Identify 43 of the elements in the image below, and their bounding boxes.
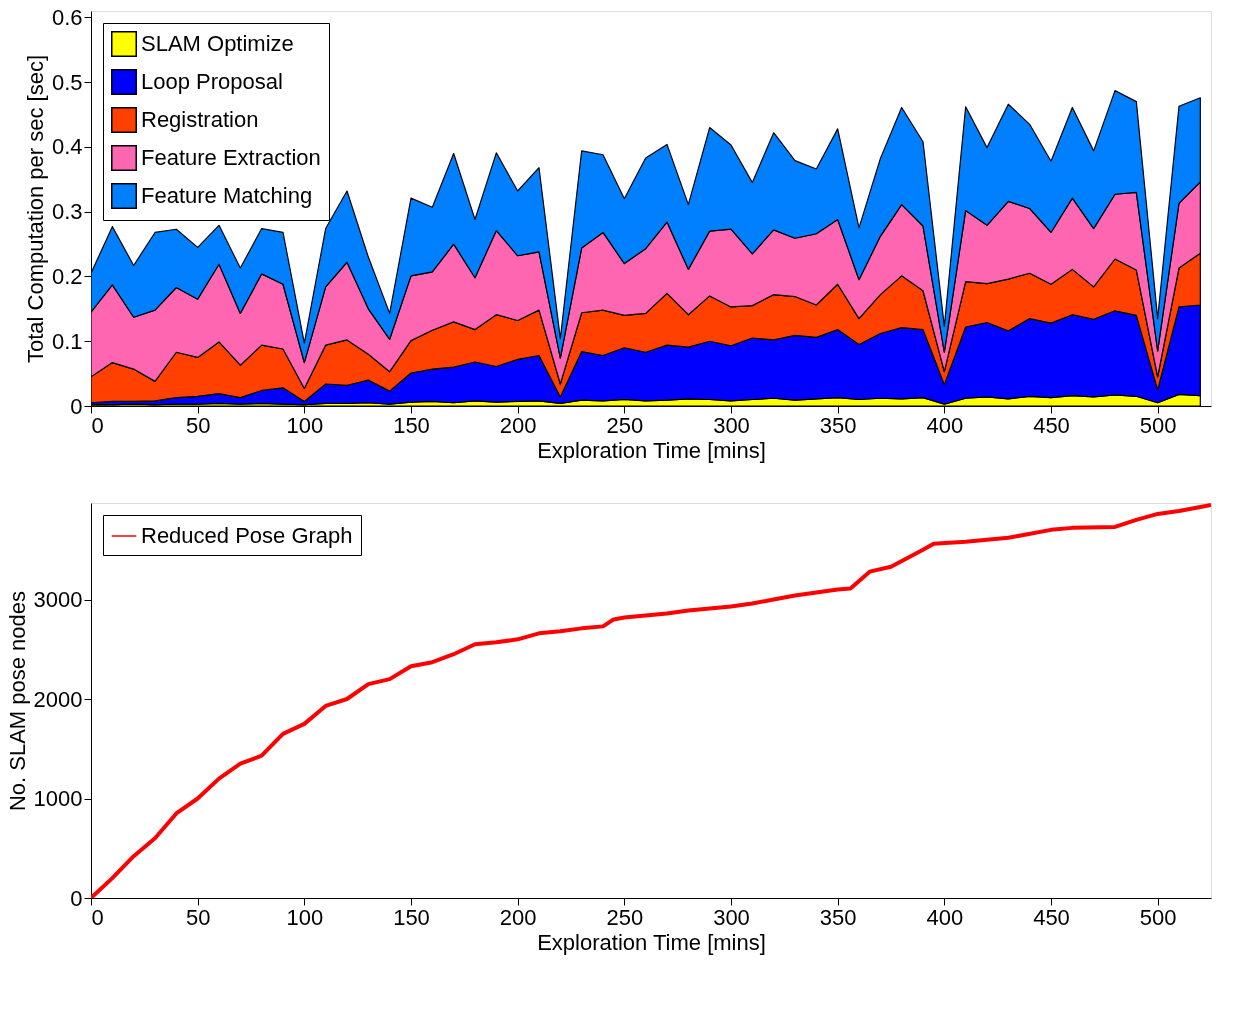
x-tick-label: 450	[1033, 904, 1070, 930]
legend-label: Registration	[141, 107, 259, 132]
y-tick-label: 0	[70, 885, 83, 911]
legend-label: Feature Matching	[141, 183, 313, 208]
x-tick-label: 250	[606, 412, 644, 438]
y-axis-title: No. SLAM pose nodes	[4, 590, 30, 812]
x-tick-label: 150	[393, 412, 430, 438]
x-tick-label: 0	[91, 412, 104, 438]
x-tick-label: 100	[286, 412, 324, 438]
y-tick-label: 0.1	[51, 328, 83, 354]
y-tick-label: 0.4	[51, 134, 83, 160]
y-tick-label: 2000	[33, 686, 83, 712]
x-tick-label: 400	[926, 412, 964, 438]
x-tick-label: 50	[185, 904, 211, 930]
x-tick-label: 450	[1033, 412, 1070, 438]
x-tick-label: 350	[819, 904, 857, 930]
x-tick-label: 100	[286, 904, 324, 930]
legend-label: Feature Extraction	[141, 145, 321, 170]
x-tick-label: 350	[819, 412, 857, 438]
x-tick-label: 300	[713, 412, 750, 438]
y-tick-label: 1000	[33, 786, 83, 811]
x-tick-label: 500	[1139, 904, 1177, 930]
x-tick-label: 0	[91, 904, 104, 930]
y-tick-label: 0.6	[51, 4, 83, 30]
y-tick-label: 0.5	[51, 69, 83, 95]
y-axis-title: Total Computation per sec [sec]	[22, 54, 48, 364]
legend-label: Reduced Pose Graph	[141, 523, 353, 548]
x-tick-label: 150	[393, 904, 430, 930]
x-tick-label: 200	[499, 412, 537, 438]
x-tick-label: 300	[713, 904, 750, 930]
x-axis-title: Exploration Time [mins]	[537, 929, 766, 955]
x-tick-label: 200	[499, 904, 537, 930]
x-tick-label: 500	[1139, 412, 1177, 438]
legend-label: SLAM Optimize	[141, 31, 294, 56]
legend-label: Loop Proposal	[141, 69, 283, 94]
x-tick-label: 400	[926, 904, 964, 930]
y-tick-label: 3000	[33, 587, 83, 613]
y-tick-label: 0.2	[51, 263, 83, 289]
y-tick-label: 0.3	[51, 199, 83, 225]
x-tick-label: 50	[185, 412, 211, 438]
y-tick-label: 0	[70, 393, 83, 419]
x-axis-title: Exploration Time [mins]	[537, 437, 766, 463]
x-tick-label: 250	[606, 904, 644, 930]
